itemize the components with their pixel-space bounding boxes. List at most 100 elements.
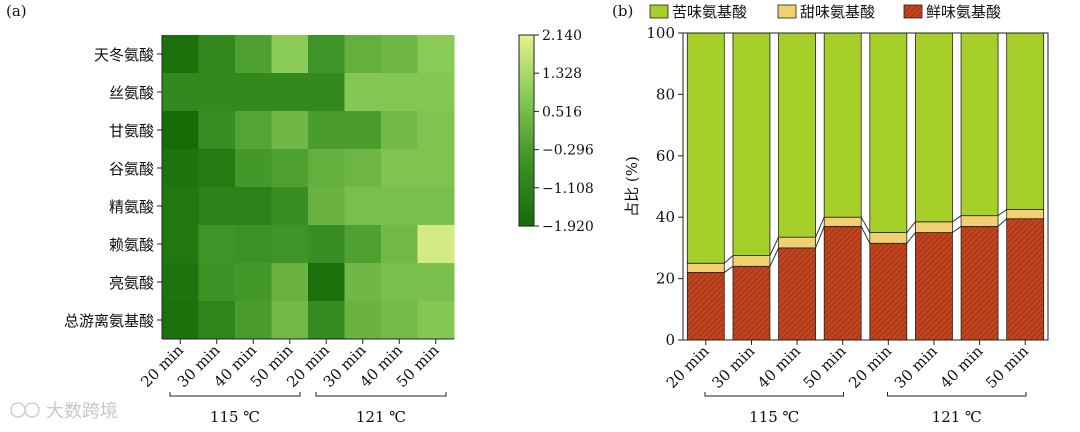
x-tick-label: 40 min: [754, 342, 804, 392]
bar-segment: [823, 216, 862, 227]
colorbar-segment: [519, 171, 534, 176]
bar-segment: [823, 32, 862, 218]
plot-frame: [682, 32, 1049, 341]
heatmap-cell: [235, 35, 272, 74]
colorbar-segment: [519, 136, 534, 141]
colorbar-segment: [519, 79, 534, 84]
panel-a-label: (a): [6, 2, 27, 20]
legend-label: 苦味氨基酸: [672, 3, 747, 21]
heatmap-cell: [235, 149, 272, 188]
heatmap-cell: [271, 111, 309, 150]
colorbar: 2.140 1.328 0.516 −0.296 −1.108 −1.920: [518, 28, 594, 235]
colorbar-segment: [519, 130, 534, 135]
colorbar-segment: [519, 159, 534, 163]
legend-label: 甜味氨基酸: [800, 3, 875, 21]
colorbar-segment: [519, 210, 534, 214]
colorbar-tick-label: −0.296: [542, 143, 594, 159]
legend-swatch: [649, 4, 669, 19]
bar-segment: [869, 32, 908, 233]
colorbar-segment: [519, 63, 534, 68]
bar-segment: [732, 255, 771, 267]
colorbar-segment: [519, 194, 534, 198]
bar-segment: [960, 215, 999, 227]
stacked-bar-panel: (b) 苦味氨基酸 甜味氨基酸 鲜味氨基酸 0 20 40 60 80 100 占比 (%) 20…: [612, 2, 1049, 426]
group-label: 121 ℃: [932, 408, 982, 426]
row-label: 总游离氨基酸: [64, 312, 154, 330]
heatmap-cell: [417, 111, 455, 150]
colorbar-segment: [519, 149, 534, 154]
heatmap-cell: [198, 263, 236, 302]
heatmap-cell: [344, 73, 382, 112]
heatmap-cell: [417, 187, 455, 226]
colorbar-segment: [519, 213, 534, 218]
heatmap-cell: [381, 111, 418, 150]
heatmap-cell: [381, 35, 418, 74]
bar-segment: [732, 32, 771, 256]
heatmap-cell: [308, 225, 345, 264]
row-label: 丝氨酸: [109, 84, 154, 102]
bar-segment: [778, 247, 816, 341]
bar-segment: [686, 262, 725, 273]
colorbar-segment: [519, 111, 534, 116]
heatmap-cell: [271, 73, 309, 112]
colorbar-segment: [519, 175, 534, 179]
heatmap-cell: [308, 149, 345, 188]
colorbar-segment: [519, 200, 534, 205]
group-bracket: [169, 392, 301, 397]
colorbar-segment: [519, 35, 534, 39]
watermark: 大数跨境: [10, 401, 118, 422]
row-label: 甘氨酸: [109, 122, 154, 140]
y-tick-label: 60: [656, 147, 675, 165]
colorbar-segment: [519, 95, 534, 100]
x-tick-label: 30 min: [891, 342, 941, 392]
colorbar-frame: [518, 34, 535, 227]
heatmap-cell: [308, 111, 345, 150]
bar-segment: [869, 242, 908, 341]
bar-segment: [915, 221, 953, 233]
x-tick-label: 50 min: [982, 342, 1032, 392]
colorbar-tick-label: −1.108: [542, 181, 594, 197]
heatmap-cell: [271, 35, 309, 74]
colorbar-segment: [519, 181, 534, 186]
colorbar-segment: [519, 120, 534, 125]
heatmap-cell: [344, 225, 382, 264]
colorbar-segment: [519, 190, 534, 195]
bar-segment: [960, 32, 999, 217]
bar-segment: [960, 226, 999, 341]
group-bracket: [704, 392, 844, 397]
bar-segment: [778, 236, 816, 249]
legend-swatch: [777, 4, 797, 19]
heatmap-cell: [308, 263, 345, 302]
y-tick-label: 80: [656, 85, 675, 103]
colorbar-segment: [519, 152, 534, 157]
group-bracket: [887, 392, 1027, 397]
colorbar-segment: [519, 117, 534, 122]
legend-swatch: [903, 4, 923, 19]
colorbar-segment: [519, 57, 534, 62]
heatmap-cell: [235, 263, 272, 302]
colorbar-segment: [519, 168, 534, 173]
heatmap-cell: [271, 263, 309, 302]
heatmap-cell: [162, 187, 199, 226]
colorbar-segment: [519, 44, 534, 49]
bar-segment: [823, 226, 862, 341]
heatmap-cells: [162, 35, 455, 340]
heatmap-cell: [235, 187, 272, 226]
colorbar-segment: [519, 178, 534, 183]
x-tick-label: 20 min: [845, 342, 895, 392]
colorbar-tick-label: 1.328: [542, 66, 582, 82]
group-label: 115 ℃: [749, 408, 799, 426]
x-tick-label: 50 min: [800, 342, 850, 392]
colorbar-segment: [519, 155, 534, 160]
heatmap-cell: [344, 111, 382, 150]
bar-segment: [1006, 218, 1045, 341]
heatmap-cell: [344, 263, 382, 302]
colorbar-segment: [519, 146, 534, 151]
heatmap-cell: [162, 225, 199, 264]
heatmap-cell: [198, 225, 236, 264]
heatmap-cell: [162, 301, 199, 340]
watermark-logo-icon: [10, 402, 26, 418]
heatmap-cell: [271, 301, 309, 340]
